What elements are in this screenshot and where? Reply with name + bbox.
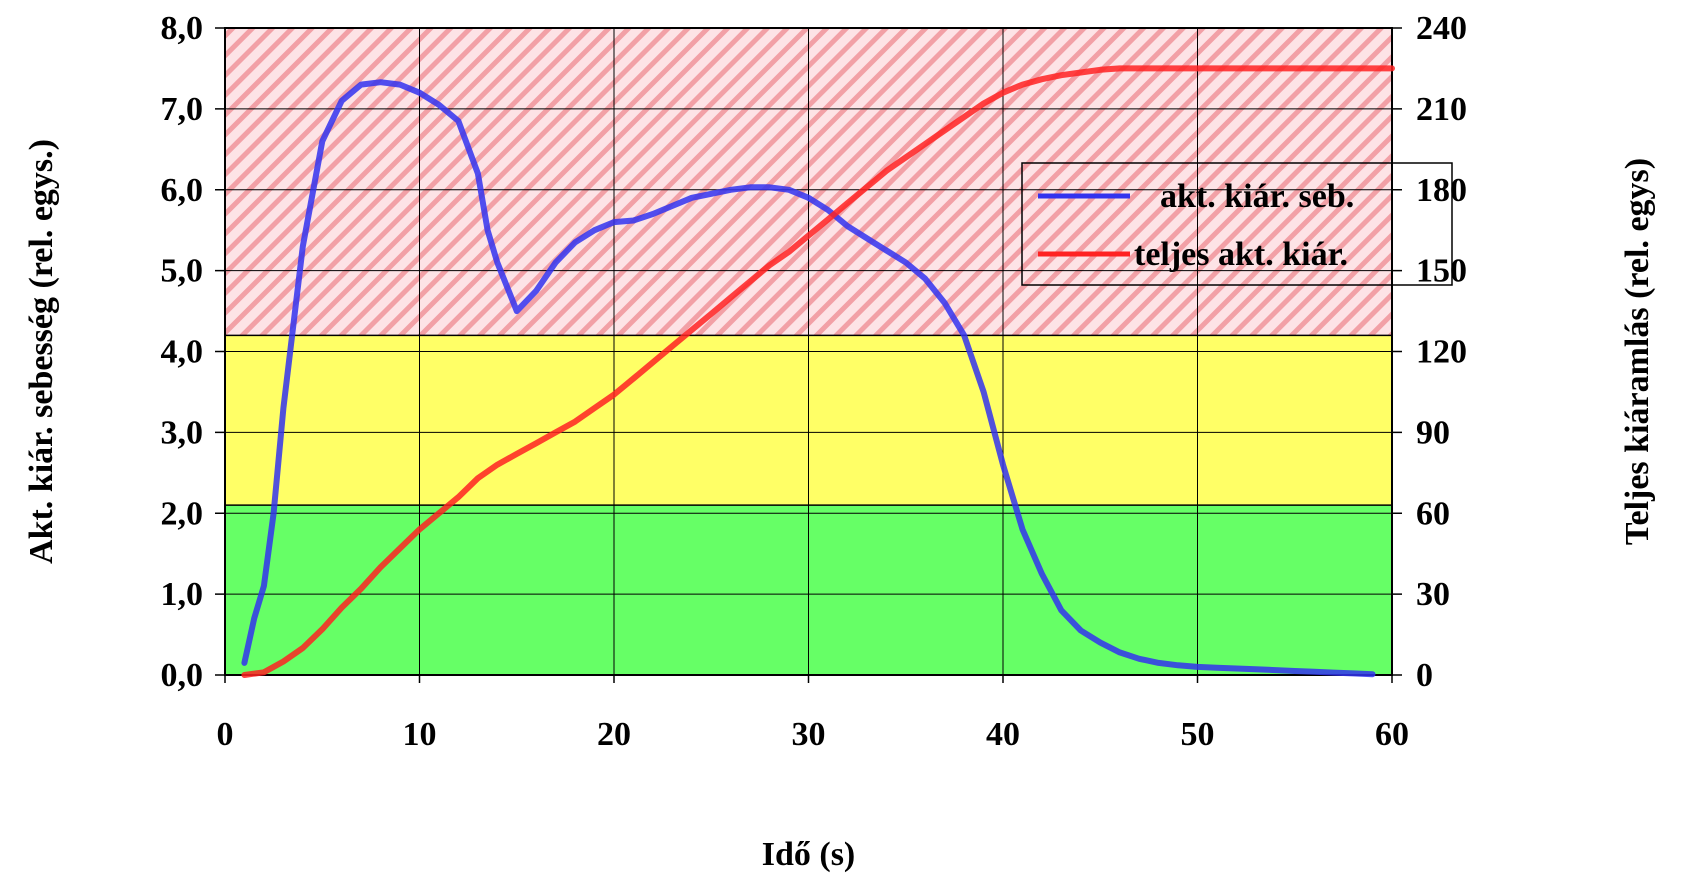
legend-label-total: teljes akt. kiár. bbox=[1134, 236, 1348, 273]
series-line-1 bbox=[241, 65, 1395, 678]
x-tick-label: 50 bbox=[1181, 716, 1215, 753]
y-left-tick-label: 4,0 bbox=[161, 334, 204, 371]
y-right-tick-label: 120 bbox=[1416, 334, 1467, 371]
x-tick-label: 60 bbox=[1375, 716, 1409, 753]
y-left-tick-label: 8,0 bbox=[161, 10, 204, 47]
y-right-tick-label: 180 bbox=[1416, 172, 1467, 209]
y-right-tick-label: 150 bbox=[1416, 253, 1467, 290]
y-left-tick-label: 6,0 bbox=[161, 172, 204, 209]
y-right-tick-label: 60 bbox=[1416, 495, 1450, 532]
legend-box bbox=[1021, 162, 1453, 286]
y-right-tick-label: 210 bbox=[1416, 91, 1467, 128]
x-tick-label: 20 bbox=[597, 716, 631, 753]
y-left-tick-label: 2,0 bbox=[161, 495, 204, 532]
x-tick-label: 40 bbox=[986, 716, 1020, 753]
y-left-tick-label: 5,0 bbox=[161, 253, 204, 290]
y-left-tick-label: 3,0 bbox=[161, 414, 204, 451]
y-right-axis-title: Teljes kiáramlás (rel. egys) bbox=[1619, 158, 1656, 545]
x-tick-label: 30 bbox=[792, 716, 826, 753]
legend-label-speed: akt. kiár. seb. bbox=[1160, 178, 1354, 215]
series-layer bbox=[241, 65, 1395, 678]
y-right-tick-label: 240 bbox=[1416, 10, 1467, 47]
y-left-tick-label: 7,0 bbox=[161, 91, 204, 128]
y-right-tick-label: 30 bbox=[1416, 576, 1450, 613]
y-right-tick-label: 90 bbox=[1416, 414, 1450, 451]
x-axis-title: Idő (s) bbox=[762, 836, 856, 873]
series-line-0 bbox=[241, 79, 1376, 678]
legend: akt. kiár. seb. teljes akt. kiár. bbox=[1021, 162, 1453, 286]
y-right-tick-label: 0 bbox=[1416, 657, 1433, 694]
y-left-tick-label: 1,0 bbox=[161, 576, 204, 613]
y-left-tick-label: 0,0 bbox=[161, 657, 204, 694]
y-left-axis-title: Akt. kiár. sebesség (rel. egys.) bbox=[23, 139, 60, 564]
x-tick-label: 10 bbox=[403, 716, 437, 753]
axis-ticks: 0 10 20 30 40 50 60 0,0 1,0 2,0 3,0 4,0 5,0 6,0 7,0 8,0… bbox=[161, 10, 1468, 753]
x-tick-label: 0 bbox=[217, 716, 234, 753]
